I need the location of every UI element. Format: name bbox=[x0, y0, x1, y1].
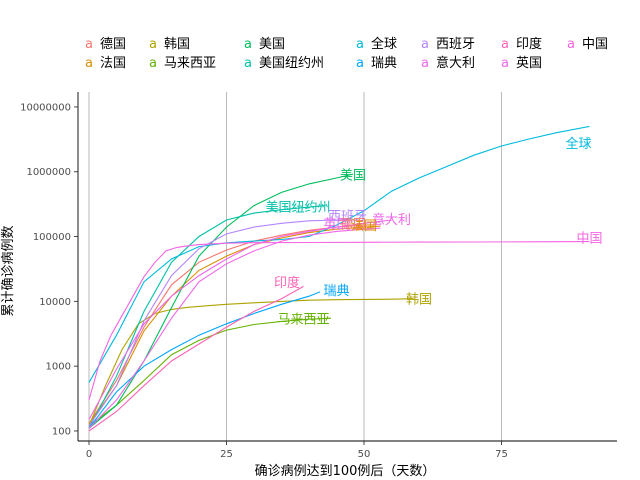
series-label: 法国 bbox=[351, 219, 377, 234]
series-label: 美国纽约州 bbox=[265, 201, 330, 216]
series-label: 西班牙 bbox=[328, 210, 367, 225]
legend-label: 马来西亚 bbox=[164, 56, 216, 71]
series-label: 中国 bbox=[576, 232, 602, 247]
series-line bbox=[88, 241, 590, 401]
series-line bbox=[88, 219, 392, 420]
series-line bbox=[88, 125, 590, 383]
legend: a 德国 a 法国 a 韩国 a 马来西亚 a 美国 a 美国纽约州 a 全球 a 瑞典 a 西班牙 a 意大利 a 印度… bbox=[85, 36, 608, 71]
legend-key: a bbox=[501, 56, 509, 71]
legend-key: a bbox=[356, 56, 364, 71]
legend-key: a bbox=[421, 56, 429, 71]
x-tick-label: 75 bbox=[495, 449, 508, 460]
legend-key: a bbox=[421, 37, 429, 52]
x-tick-label: 25 bbox=[220, 449, 233, 460]
legend-label: 美国纽约州 bbox=[259, 56, 324, 71]
series-line bbox=[88, 227, 381, 429]
legend-label: 美国 bbox=[259, 37, 285, 52]
legend-label: 西班牙 bbox=[436, 37, 475, 52]
series-label: 全球 bbox=[565, 136, 591, 152]
x-tick-label: 50 bbox=[358, 449, 371, 460]
y-tick-label: 1000000 bbox=[26, 167, 71, 178]
series-line bbox=[88, 291, 321, 429]
series-line bbox=[88, 298, 414, 427]
y-tick-label: 10000 bbox=[39, 297, 71, 308]
series-line bbox=[88, 225, 381, 424]
y-tick-label: 100 bbox=[52, 426, 71, 437]
y-tick-label: 100000 bbox=[33, 232, 71, 243]
y-tick-label: 10000000 bbox=[20, 102, 71, 113]
legend-label: 中国 bbox=[582, 37, 608, 52]
axes: 0 25 50 75 100 1000 10000 100000 1000000 10000000 bbox=[20, 92, 617, 460]
y-axis-label: 累计确诊病例数 bbox=[1, 225, 16, 316]
legend-key: a bbox=[85, 37, 93, 52]
series-lines bbox=[88, 125, 590, 432]
legend-label: 法国 bbox=[100, 56, 126, 71]
legend-key: a bbox=[567, 37, 575, 52]
series-label: 美国 bbox=[340, 169, 366, 184]
y-tick-label: 1000 bbox=[46, 362, 71, 373]
legend-label: 瑞典 bbox=[371, 56, 397, 71]
series-label: 意大利 bbox=[372, 212, 411, 228]
x-axis-label: 确诊病例达到100例后（天数） bbox=[255, 464, 436, 479]
series-label: 韩国 bbox=[406, 293, 432, 308]
series-line bbox=[88, 285, 304, 432]
x-tick-label: 0 bbox=[86, 449, 92, 460]
series-label: 瑞典 bbox=[323, 284, 349, 299]
legend-key: a bbox=[501, 37, 509, 52]
series-line bbox=[88, 205, 326, 429]
legend-key: a bbox=[85, 56, 93, 71]
legend-key: a bbox=[244, 37, 252, 52]
series-line bbox=[88, 173, 354, 429]
legend-label: 印度 bbox=[516, 36, 542, 52]
legend-key: a bbox=[149, 37, 157, 52]
series-label: 英国 bbox=[323, 217, 349, 232]
series-label: 马来西亚 bbox=[277, 313, 329, 328]
legend-key: a bbox=[149, 56, 157, 71]
series-line bbox=[88, 218, 354, 427]
legend-label: 全球 bbox=[371, 36, 397, 52]
legend-key: a bbox=[244, 56, 252, 71]
legend-label: 德国 bbox=[100, 37, 126, 52]
grid bbox=[88, 92, 502, 441]
series-label: 印度 bbox=[274, 275, 300, 291]
legend-label: 意大利 bbox=[436, 55, 475, 71]
legend-label: 韩国 bbox=[164, 37, 190, 52]
series-label: 德国 bbox=[340, 218, 366, 233]
legend-key: a bbox=[356, 37, 364, 52]
series-line bbox=[88, 317, 332, 427]
legend-label: 英国 bbox=[516, 56, 542, 71]
